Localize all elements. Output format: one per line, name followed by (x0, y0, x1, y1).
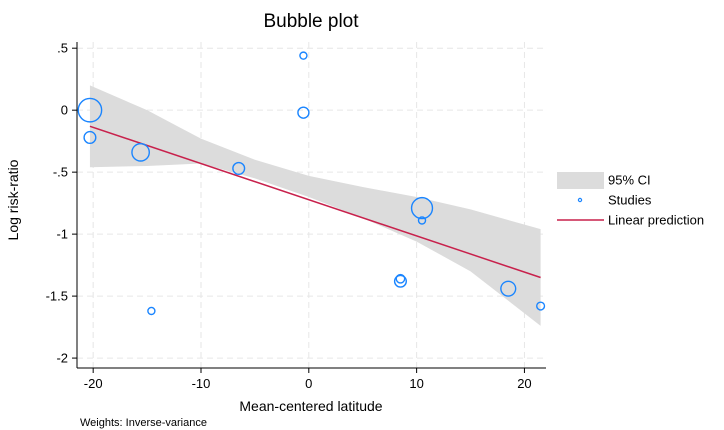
study-point (417, 216, 427, 225)
study-point (393, 274, 407, 288)
y-axis-label: Log risk-ratio (5, 159, 21, 240)
weights-note: Weights: Inverse-variance (80, 417, 207, 429)
legend-studies-marker (577, 197, 583, 203)
prediction-layer (89, 125, 541, 279)
y-tick-label: -1.5 (46, 289, 68, 304)
axes: -20 -10 0 10 20 .5 0 -.5 -1 -1.5 -2 (46, 41, 546, 391)
studies-layer (77, 51, 546, 316)
legend: 95% CI Studies Linear prediction (557, 172, 704, 228)
y-tick-label: 0 (61, 103, 68, 118)
study-point (536, 301, 546, 311)
study-point (410, 196, 434, 220)
ci-band-layer (89, 85, 541, 326)
study-point (147, 306, 156, 316)
y-tick-label: -1 (56, 227, 68, 242)
legend-ci-swatch (557, 172, 604, 189)
linear-prediction-line (89, 125, 541, 279)
chart-title: Bubble plot (263, 11, 359, 32)
x-tick-label: 20 (517, 376, 531, 391)
study-point (83, 130, 97, 144)
x-tick-label: 0 (305, 376, 312, 391)
study-point (131, 142, 150, 162)
x-tick-label: -20 (84, 376, 103, 391)
legend-label: Studies (608, 193, 652, 208)
study-point (500, 280, 517, 297)
grid (77, 42, 546, 368)
ci-band (89, 85, 541, 326)
study-point (297, 106, 310, 119)
legend-label: Linear prediction (608, 213, 704, 228)
y-tick-label: -.5 (53, 165, 68, 180)
study-point (232, 161, 246, 175)
study-point (395, 273, 406, 284)
y-tick-label: -2 (56, 351, 68, 366)
study-point (77, 97, 103, 123)
x-tick-label: 10 (409, 376, 423, 391)
x-axis-label: Mean-centered latitude (239, 398, 382, 414)
x-tick-label: -10 (192, 376, 211, 391)
study-point (299, 51, 308, 60)
legend-label: 95% CI (608, 173, 651, 188)
y-tick-label: .5 (57, 41, 68, 56)
